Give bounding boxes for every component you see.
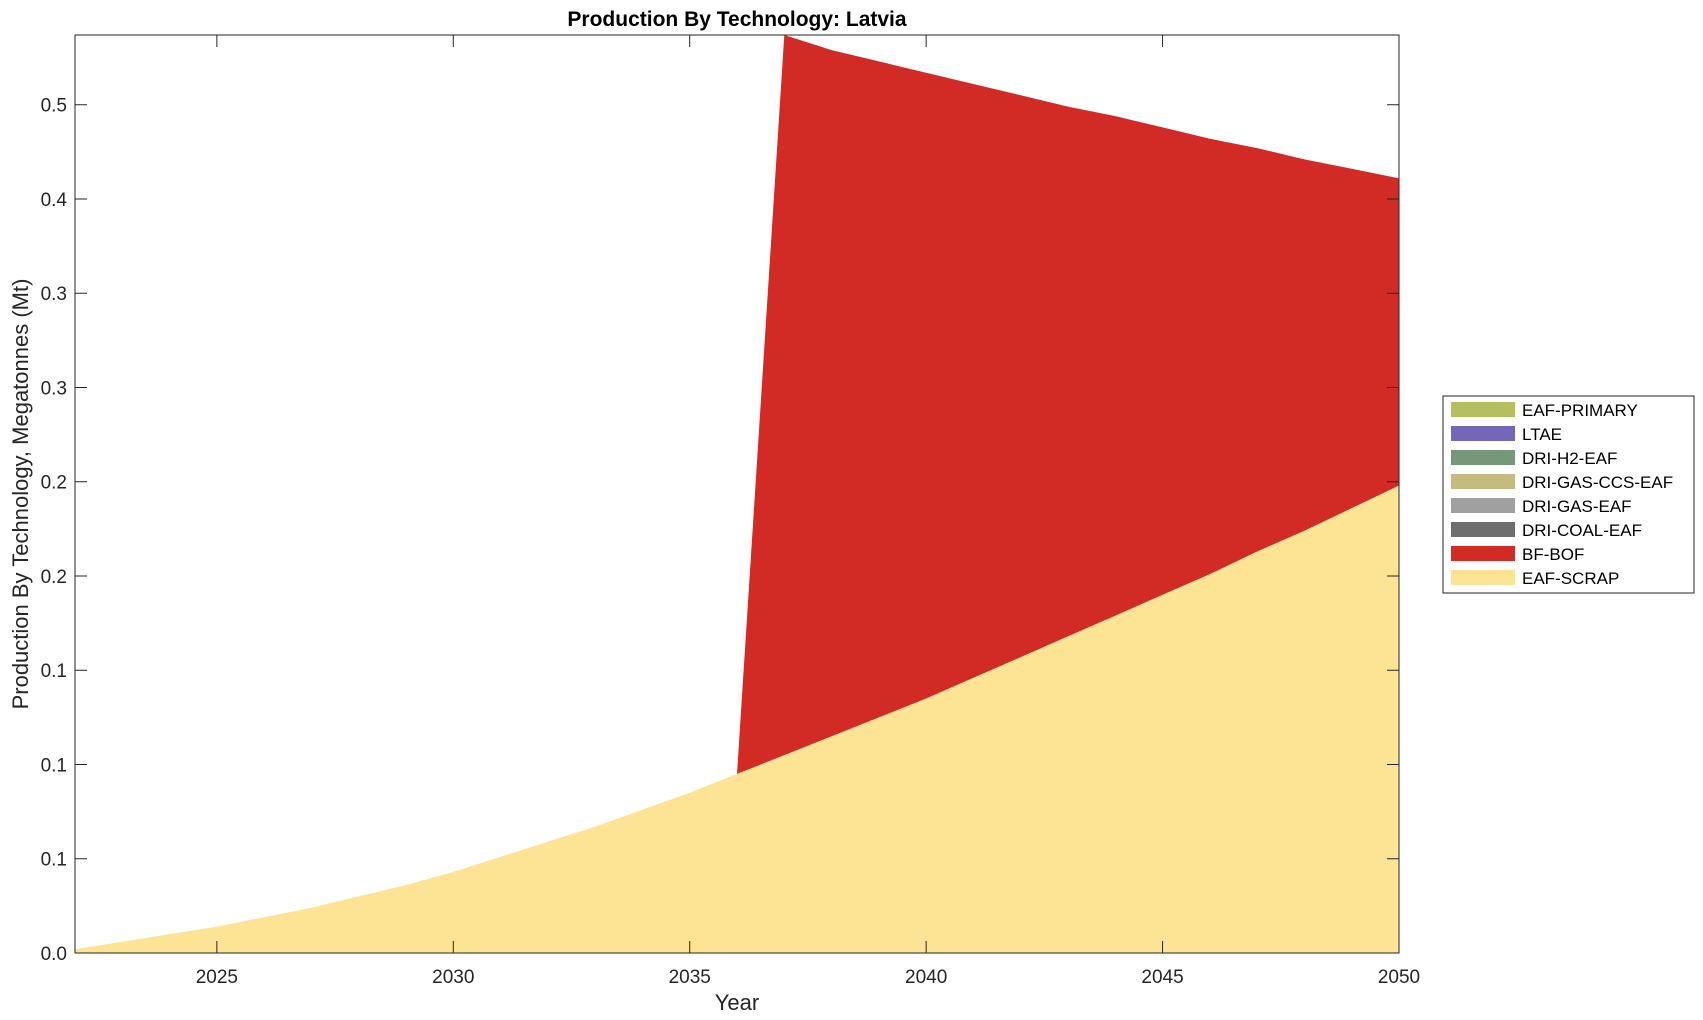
y-tick-label: 0.4 xyxy=(41,190,68,211)
x-tick-label: 2030 xyxy=(432,967,474,988)
y-tick-label: 0.2 xyxy=(41,567,67,588)
areas-layer xyxy=(75,35,1399,953)
legend-swatch-dri-h2-eaf xyxy=(1451,450,1515,465)
y-tick-label: 0.3 xyxy=(41,284,67,305)
y-tick-label: 0.0 xyxy=(41,944,67,965)
legend-swatch-bf-bof xyxy=(1451,546,1515,561)
area-bf-bof xyxy=(737,35,1399,774)
legend-label-dri-h2-eaf: DRI-H2-EAF xyxy=(1522,449,1617,468)
legend-swatch-ltae xyxy=(1451,426,1515,441)
ticks-layer: 2025 2030 2035 2040 2045 2050 0.0 0.1 0.1 0.1 0.2 0… xyxy=(41,35,1420,988)
y-tick-label: 0.1 xyxy=(41,661,67,682)
y-axis-title: Production By Technology, Megatonnes (Mt… xyxy=(8,279,33,710)
legend-label-dri-gas-ccs-eaf: DRI-GAS-CCS-EAF xyxy=(1522,473,1673,492)
legend-swatch-dri-gas-eaf xyxy=(1451,498,1515,513)
x-tick-label: 2035 xyxy=(669,967,711,988)
y-tick-label: 0.2 xyxy=(41,473,67,494)
legend-swatch-eaf-scrap xyxy=(1451,570,1515,585)
legend-swatch-dri-gas-ccs-eaf xyxy=(1451,474,1515,489)
x-tick-label: 2050 xyxy=(1378,967,1420,988)
chart-title: Production By Technology: Latvia xyxy=(567,8,906,31)
legend-label-dri-gas-eaf: DRI-GAS-EAF xyxy=(1522,497,1632,516)
legend-label-bf-bof: BF-BOF xyxy=(1522,545,1584,564)
plot-frame xyxy=(74,34,1400,954)
y-tick-label: 0.1 xyxy=(41,850,67,871)
legend-label-eaf-primary: EAF-PRIMARY xyxy=(1522,401,1638,420)
y-tick-label: 0.5 xyxy=(41,96,67,117)
legend-label-eaf-scrap: EAF-SCRAP xyxy=(1522,569,1619,588)
legend-items: EAF-PRIMARY LTAE DRI-H2-EAF DRI-GAS-CCS-EAF… xyxy=(1451,401,1673,588)
y-tick-label: 0.1 xyxy=(41,755,67,776)
y-tick-label: 0.3 xyxy=(41,378,67,399)
x-tick-label: 2025 xyxy=(196,967,238,988)
x-tick-label: 2045 xyxy=(1141,967,1183,988)
legend-swatch-dri-coal-eaf xyxy=(1451,522,1515,537)
area-eaf-scrap xyxy=(75,485,1399,953)
legend-label-dri-coal-eaf: DRI-COAL-EAF xyxy=(1522,521,1642,540)
legend-swatch-eaf-primary xyxy=(1451,402,1515,417)
legend-label-ltae: LTAE xyxy=(1522,425,1562,444)
legend: EAF-PRIMARY LTAE DRI-H2-EAF DRI-GAS-CCS-EAF… xyxy=(1442,395,1695,594)
x-axis-title: Year xyxy=(715,990,759,1015)
x-tick-label: 2040 xyxy=(905,967,947,988)
